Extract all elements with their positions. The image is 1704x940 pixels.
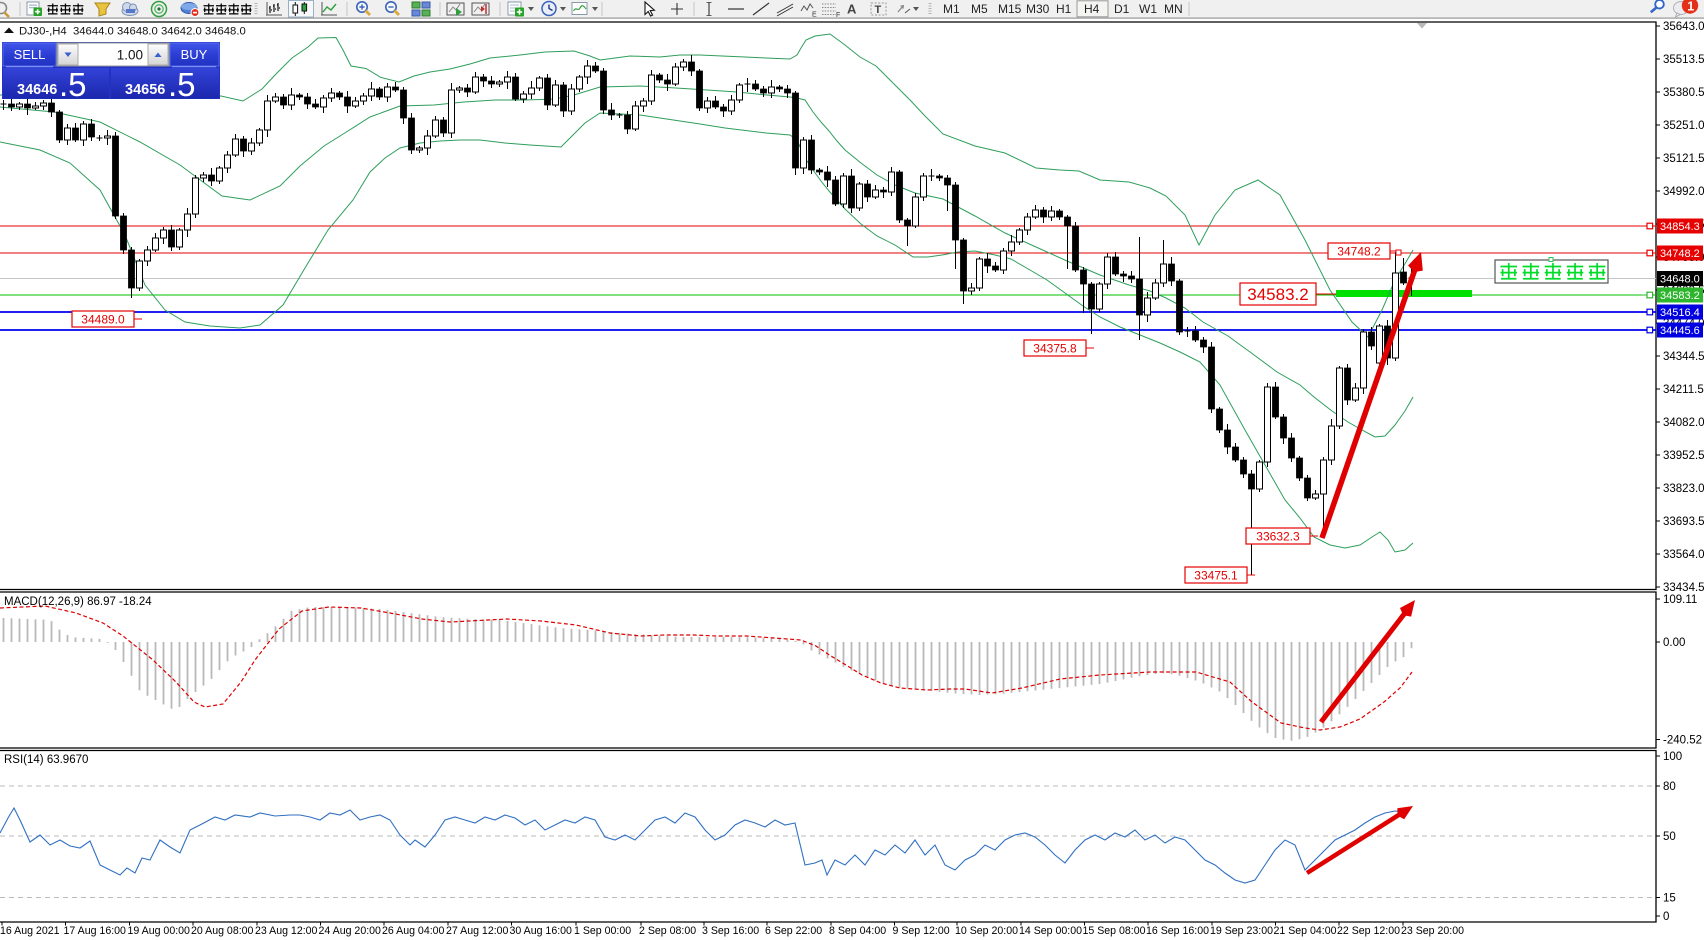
svg-text:M30: M30 [1026,2,1050,16]
svg-text:14 Sep 00:00: 14 Sep 00:00 [1019,925,1082,937]
svg-text:1 Sep 00:00: 1 Sep 00:00 [574,925,631,937]
svg-text:34516.4: 34516.4 [1660,307,1700,319]
svg-text:33632.3: 33632.3 [1256,529,1300,543]
svg-text:D1: D1 [1114,2,1130,16]
svg-text:80: 80 [1663,781,1676,793]
svg-text:24 Aug 20:00: 24 Aug 20:00 [319,925,382,937]
svg-text:22 Sep 12:00: 22 Sep 12:00 [1337,925,1400,937]
svg-text:.5: .5 [59,66,87,103]
svg-text:34344.5: 34344.5 [1663,351,1704,363]
svg-text:34375.8: 34375.8 [1033,341,1077,355]
svg-text:16 Aug 2021: 16 Aug 2021 [0,925,60,937]
svg-text:35251.0: 35251.0 [1663,120,1704,132]
svg-text:33434.5: 33434.5 [1663,582,1704,594]
svg-text:21 Sep 04:00: 21 Sep 04:00 [1274,925,1337,937]
svg-text:30 Aug 16:00: 30 Aug 16:00 [510,925,573,937]
svg-text:16 Sep 16:00: 16 Sep 16:00 [1146,925,1209,937]
svg-text:9 Sep 12:00: 9 Sep 12:00 [893,925,950,937]
svg-text:3 Sep 16:00: 3 Sep 16:00 [702,925,759,937]
svg-text:34854.3: 34854.3 [1660,221,1700,233]
svg-text:20 Aug 08:00: 20 Aug 08:00 [191,925,254,937]
svg-text:RSI(14) 63.9670: RSI(14) 63.9670 [4,754,88,766]
svg-text:E: E [812,12,817,19]
svg-text:34211.5: 34211.5 [1663,384,1704,396]
svg-text:23 Aug 12:00: 23 Aug 12:00 [255,925,318,937]
svg-text:15: 15 [1663,893,1676,905]
svg-text:35121.5: 35121.5 [1663,153,1704,165]
svg-text:34489.0: 34489.0 [81,312,125,326]
svg-text:T: T [875,4,882,16]
svg-text:34583.2: 34583.2 [1660,290,1700,302]
svg-text:33564.0: 33564.0 [1663,549,1704,561]
svg-text:109.11: 109.11 [1663,594,1697,606]
svg-text:15 Sep 08:00: 15 Sep 08:00 [1083,925,1146,937]
svg-text:100: 100 [1663,751,1682,763]
svg-text:34646: 34646 [17,82,57,98]
svg-text:34992.0: 34992.0 [1663,186,1704,198]
svg-text:0: 0 [1663,911,1669,923]
svg-text:BUY: BUY [181,47,208,62]
svg-text:0.00: 0.00 [1663,637,1685,649]
svg-text:M1: M1 [943,2,960,16]
svg-text:50: 50 [1663,831,1676,843]
svg-text:DJ30-,H4 34644.0 34648.0 3464: DJ30-,H4 34644.0 34648.0 34642.0 34648.0 [19,26,246,38]
svg-text:34648.0: 34648.0 [1660,274,1700,286]
svg-text:33952.5: 33952.5 [1663,450,1704,462]
svg-text:34445.6: 34445.6 [1660,325,1700,337]
svg-text:10 Sep 20:00: 10 Sep 20:00 [955,925,1018,937]
svg-text:33693.5: 33693.5 [1663,516,1704,528]
svg-text:34583.2: 34583.2 [1247,285,1308,304]
svg-text:A: A [847,2,857,17]
svg-text:19 Aug 00:00: 19 Aug 00:00 [128,925,191,937]
svg-text:.5: .5 [168,66,196,103]
svg-text:34748.2: 34748.2 [1660,248,1700,260]
svg-text:MN: MN [1164,2,1183,16]
svg-text:34748.2: 34748.2 [1337,244,1381,258]
svg-text:33823.0: 33823.0 [1663,483,1704,495]
svg-text:35643.0: 35643.0 [1663,21,1704,33]
svg-text:M15: M15 [998,2,1022,16]
svg-text:27 Aug 12:00: 27 Aug 12:00 [446,925,509,937]
svg-text:34656: 34656 [125,82,165,98]
svg-text:19 Sep 23:00: 19 Sep 23:00 [1210,925,1273,937]
svg-text:H1: H1 [1056,2,1072,16]
svg-text:H4: H4 [1084,2,1100,16]
svg-text:1: 1 [1687,0,1694,14]
svg-text:35513.5: 35513.5 [1663,54,1704,66]
svg-text:17 Aug 16:00: 17 Aug 16:00 [64,925,127,937]
svg-text:W1: W1 [1139,2,1157,16]
svg-text:34082.0: 34082.0 [1663,417,1704,429]
svg-text:-240.52: -240.52 [1663,735,1702,747]
svg-text:1.00: 1.00 [117,48,143,63]
svg-text:8 Sep 04:00: 8 Sep 04:00 [829,925,886,937]
svg-text:6 Sep 22:00: 6 Sep 22:00 [765,925,822,937]
svg-text:MACD(12,26,9) 86.97 -18.24: MACD(12,26,9) 86.97 -18.24 [4,596,152,608]
svg-text:33475.1: 33475.1 [1194,568,1238,582]
svg-text:26 Aug 04:00: 26 Aug 04:00 [382,925,445,937]
svg-text:M5: M5 [971,2,988,16]
svg-text:23 Sep 20:00: 23 Sep 20:00 [1401,925,1464,937]
svg-text:F: F [836,12,840,19]
svg-text:35380.5: 35380.5 [1663,87,1704,99]
svg-text:2 Sep 08:00: 2 Sep 08:00 [639,925,696,937]
svg-text:SELL: SELL [14,47,46,62]
